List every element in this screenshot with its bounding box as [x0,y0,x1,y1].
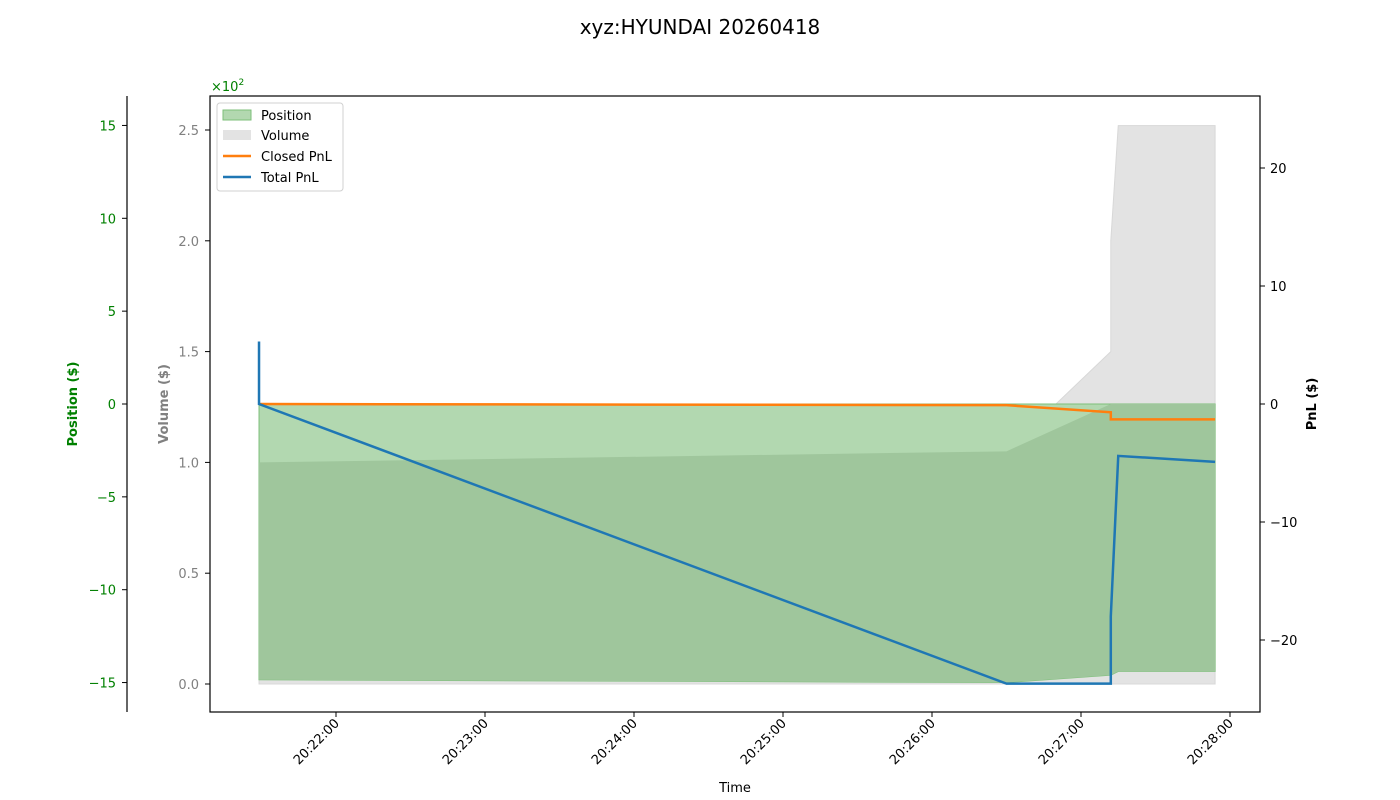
time-tick-label: 20:24:00 [589,716,641,768]
time-tick-label: 20:27:00 [1036,716,1088,768]
position-tick-label: 15 [99,119,116,134]
position-axis-label: Position ($) [66,362,81,447]
pnl-tick-label: 20 [1270,162,1287,177]
position-tick-label: 10 [99,212,116,227]
closed-pnl-line [259,402,1216,421]
volume-tick-label: 0.0 [178,678,199,693]
position-volume-overlap [259,404,1216,683]
time-tick-label: 20:26:00 [887,716,939,768]
volume-swatch [223,130,251,140]
position-axis: 15 10 5 0 −5 −10 −15 [89,96,128,712]
chart-title: xyz:HYUNDAI 20260418 [580,15,821,39]
pnl-tick-label: 0 [1270,398,1278,413]
position-tick-label: −5 [97,491,116,506]
volume-offset-label: ×102 [211,78,244,95]
volume-tick-label: 1.0 [178,456,199,471]
legend-label-closed-pnl: Closed PnL [261,150,333,165]
position-tick-label: −10 [89,584,116,599]
volume-tick-label: 1.5 [178,346,199,361]
position-tick-label: 5 [108,305,116,320]
time-axis: 20:22:00 20:23:00 20:24:00 20:25:00 20:26:00… [291,712,1237,768]
total-pnl-line [257,341,1216,685]
volume-axis-label: Volume ($) [157,364,172,444]
legend: Position Volume Closed PnL Total PnL [216,102,344,192]
position-tick-label: 0 [108,398,116,413]
time-tick-label: 20:23:00 [440,716,492,768]
volume-axis: 2.5 2.0 1.5 1.0 0.5 0.0 [178,124,210,693]
pnl-tick-label: −20 [1270,634,1297,649]
time-tick-label: 20:28:00 [1185,716,1237,768]
volume-tick-label: 0.5 [178,567,199,582]
position-swatch [222,109,252,121]
pnl-tick-label: 10 [1270,280,1287,295]
time-tick-label: 20:25:00 [738,716,790,768]
pnl-axis-label: PnL ($) [1305,378,1320,431]
position-tick-label: −15 [89,677,116,692]
time-tick-label: 20:22:00 [291,716,343,768]
pnl-axis: 20 10 0 −10 −20 [1260,162,1297,649]
legend-label-position: Position [261,109,312,124]
volume-tick-label: 2.5 [178,124,199,139]
legend-label-total-pnl: Total PnL [260,171,319,186]
pnl-tick-label: −10 [1270,516,1297,531]
time-axis-label: Time [718,781,751,796]
volume-tick-label: 2.0 [178,235,199,250]
legend-label-volume: Volume [261,129,309,144]
plot-area [209,95,1261,713]
